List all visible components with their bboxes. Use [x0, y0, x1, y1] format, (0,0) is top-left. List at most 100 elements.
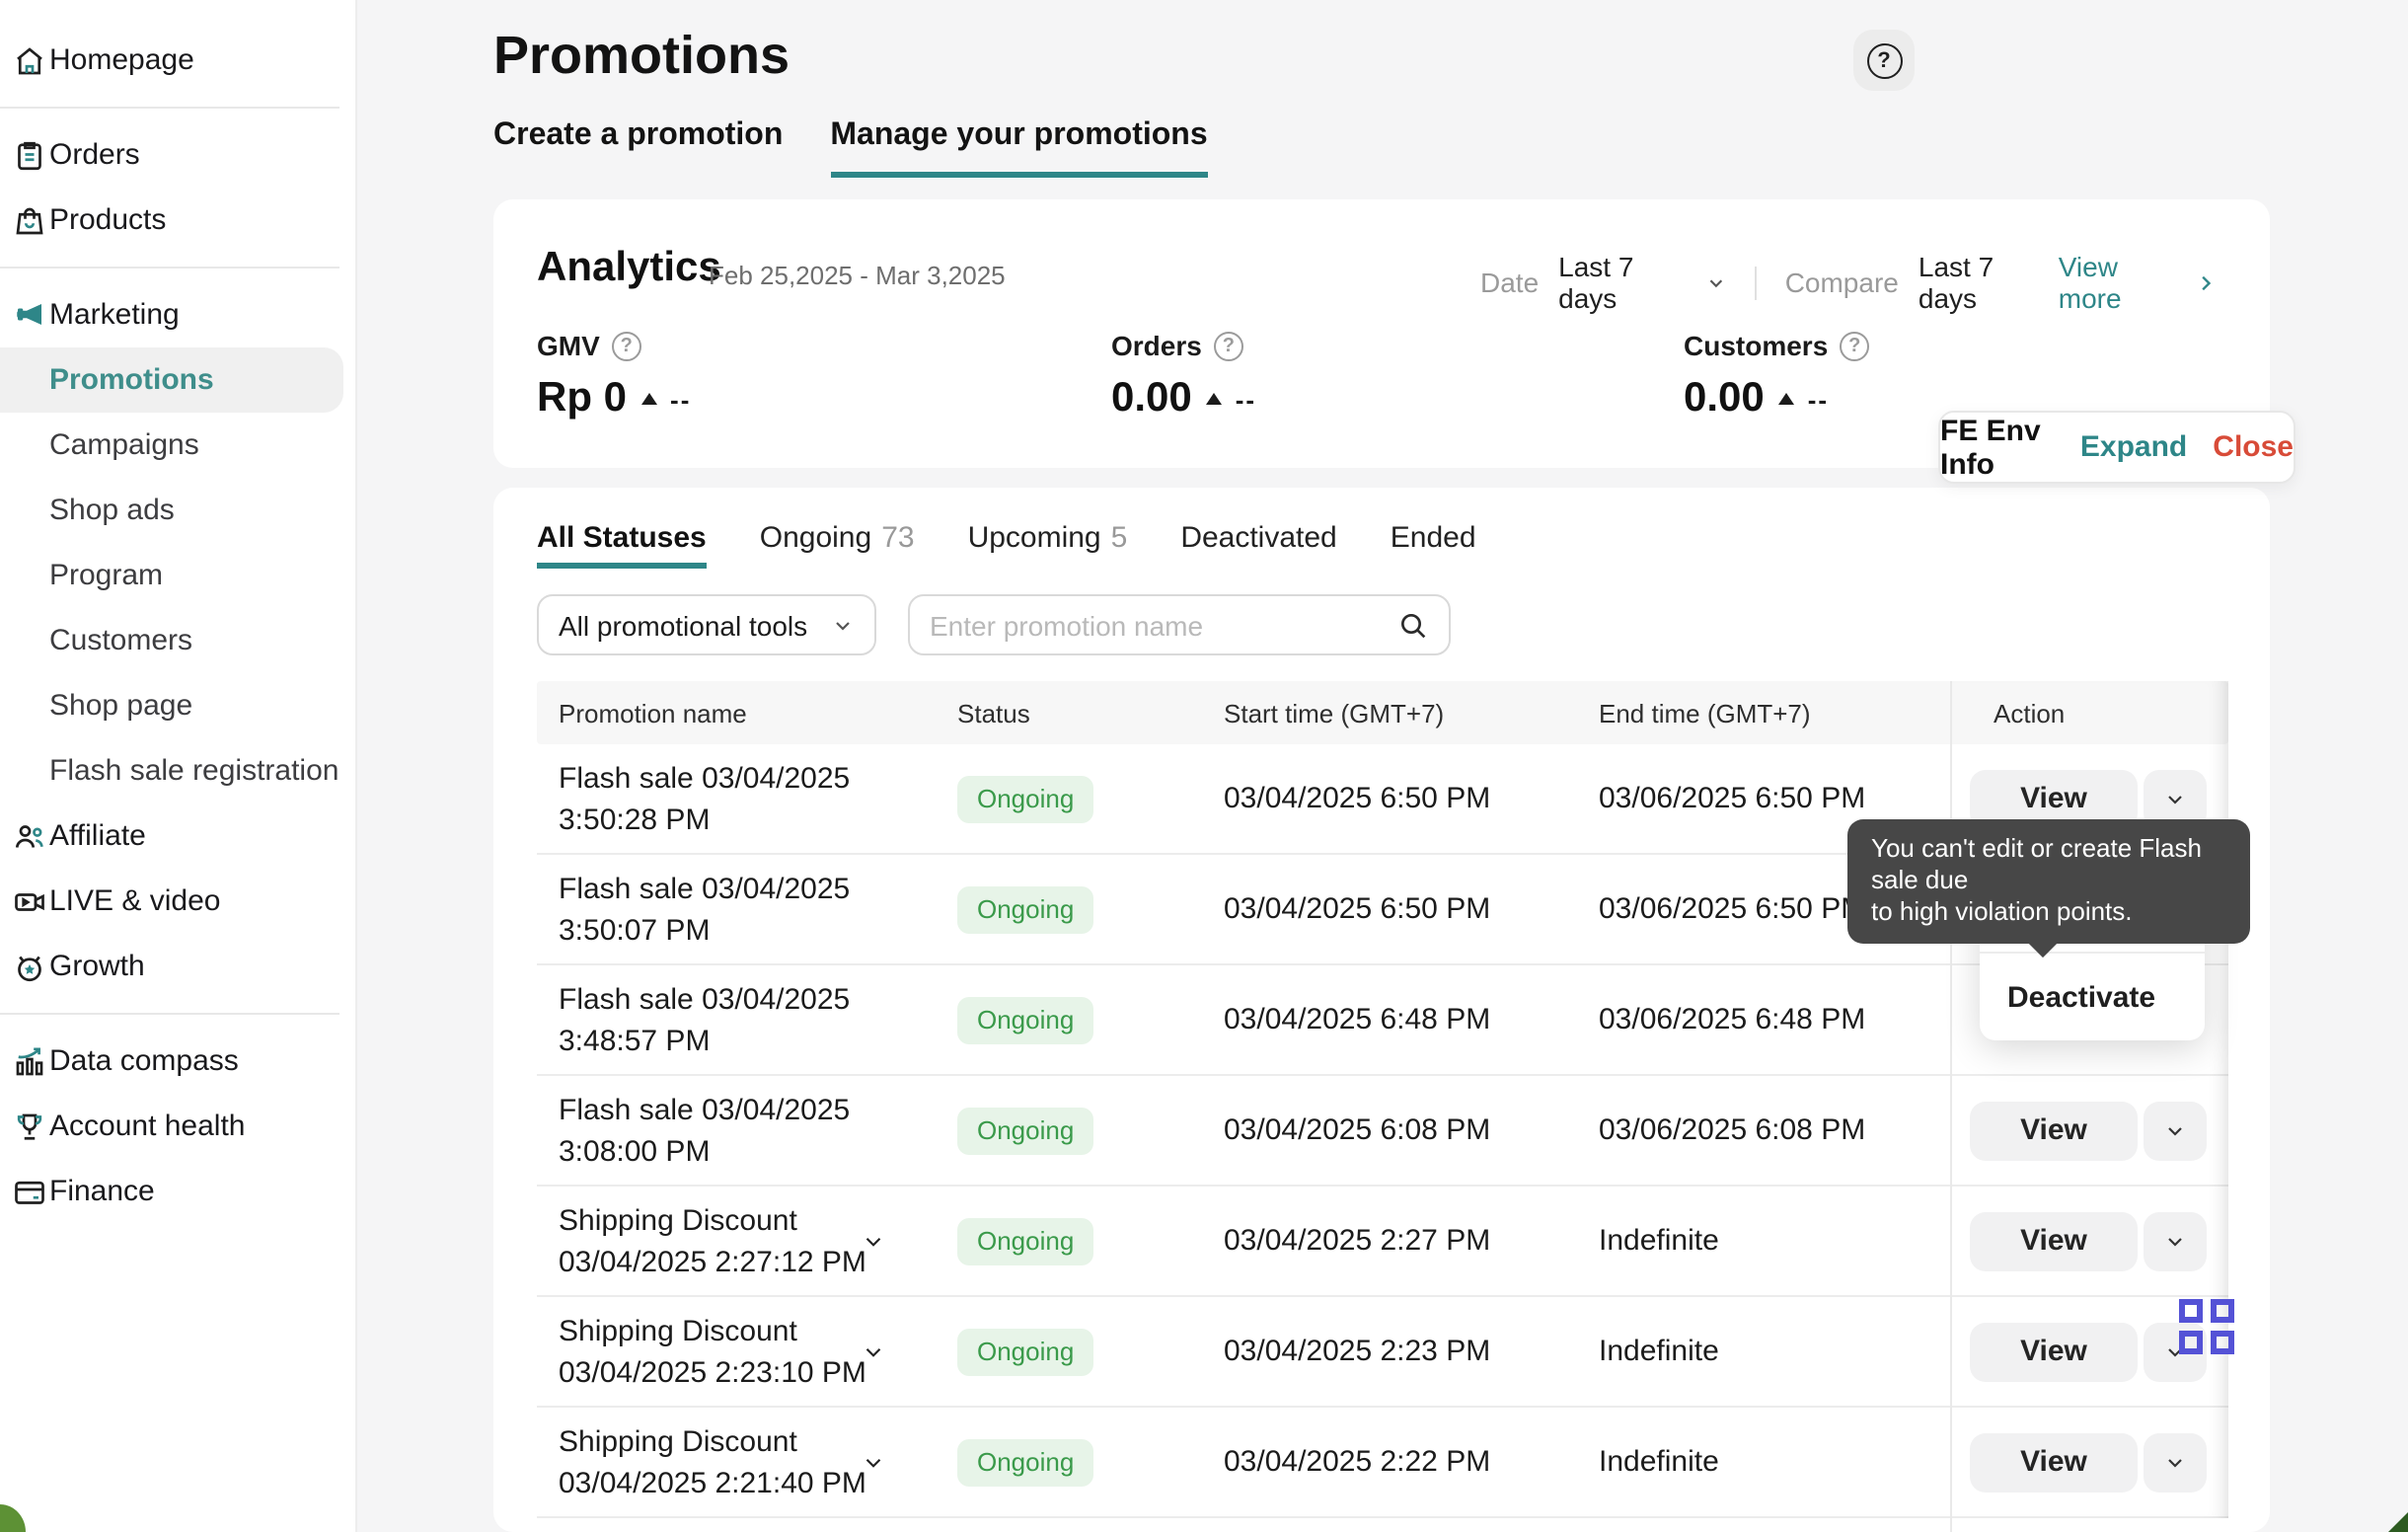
expand-row-chevron-icon[interactable]	[861, 1339, 886, 1364]
date-select[interactable]: Last 7 days	[1558, 251, 1728, 314]
compare-label: Compare	[1784, 267, 1899, 298]
metric-orders: Orders? 0.00 --	[1111, 330, 1257, 421]
menu-item-deactivate[interactable]: Deactivate	[2007, 981, 2156, 1015]
help-button[interactable]: ?	[1853, 30, 1915, 91]
status-badge: Ongoing	[957, 1438, 1094, 1486]
status-badge: Ongoing	[957, 885, 1094, 933]
status-badge: Ongoing	[957, 996, 1094, 1043]
analytics-card: Analytics Feb 25,2025 - Mar 3,2025 Date …	[493, 199, 2270, 468]
table-row: Flash sale 03/04/2025 3:48:57 PM Ongoing …	[537, 965, 2228, 1076]
sidebar-item-growth[interactable]: Growth	[0, 934, 355, 999]
sidebar-item-label: Orders	[49, 138, 140, 172]
view-dropdown-button[interactable]	[2144, 1101, 2207, 1160]
sidebar-item-label: Marketing	[49, 298, 180, 332]
sidebar-item-shop-ads[interactable]: Shop ads	[0, 478, 355, 543]
tab-manage-your-promotions[interactable]: Manage your promotions	[830, 118, 1208, 178]
corner-decoration-right	[2388, 1512, 2408, 1532]
sidebar-item-campaigns[interactable]: Campaigns	[0, 413, 355, 478]
fe-env-close-link[interactable]: Close	[2213, 430, 2294, 464]
promotional-tools-select[interactable]: All promotional tools	[537, 594, 876, 655]
question-circle-icon[interactable]: ?	[1213, 331, 1243, 360]
status-tab-all[interactable]: All Statuses	[537, 521, 707, 569]
view-dropdown-button[interactable]	[2144, 1432, 2207, 1492]
video-camera-icon	[12, 883, 47, 919]
analytics-date-range: Feb 25,2025 - Mar 3,2025	[709, 261, 1006, 290]
sidebar-item-program[interactable]: Program	[0, 543, 355, 608]
sidebar-item-live-video[interactable]: LIVE & video	[0, 869, 355, 934]
view-button[interactable]: View	[1970, 769, 2138, 828]
chevron-down-icon	[2168, 1458, 2182, 1467]
sidebar-item-flash-sale-registration[interactable]: Flash sale registration	[0, 738, 355, 804]
question-circle-icon[interactable]: ?	[611, 331, 641, 360]
sidebar-item-label: Account health	[49, 1110, 246, 1143]
chevron-right-icon	[2202, 274, 2212, 290]
search-input[interactable]	[930, 609, 1397, 641]
sidebar-item-marketing[interactable]: Marketing	[0, 282, 355, 347]
table-header: Promotion name Status Start time (GMT+7)…	[537, 681, 2228, 744]
sidebar-divider	[0, 1013, 339, 1015]
sidebar-item-products[interactable]: Products	[0, 188, 355, 253]
status-tab-upcoming[interactable]: Upcoming 5	[967, 521, 1128, 555]
view-dropdown-button[interactable]	[2144, 769, 2207, 828]
metric-gmv: GMV? Rp 0 --	[537, 330, 692, 421]
expand-row-chevron-icon[interactable]	[861, 1228, 886, 1254]
sidebar-item-promotions[interactable]: Promotions	[0, 347, 343, 413]
status-badge: Ongoing	[957, 775, 1094, 822]
sidebar-item-label: Affiliate	[49, 819, 146, 853]
fe-env-info-bar: FE Env Info Expand Close	[1938, 411, 2295, 484]
sidebar-item-label: LIVE & video	[49, 884, 221, 918]
view-button[interactable]: View	[1970, 1322, 2138, 1381]
sidebar-item-data-compass[interactable]: Data compass	[0, 1029, 355, 1094]
fe-env-title: FE Env Info	[1940, 414, 2041, 481]
table-row: Flash sale 03/04/2025 3:08:00 PM Ongoing …	[537, 1076, 2228, 1187]
trend-up-icon	[640, 393, 657, 405]
table-row: Shipping Discount 03/04/2025 2:21:40 PM O…	[537, 1408, 2228, 1518]
sidebar-item-label: Customers	[49, 624, 193, 657]
sidebar-item-account-health[interactable]: Account health	[0, 1094, 355, 1159]
view-button[interactable]: View	[1970, 1101, 2138, 1160]
trend-up-icon	[1205, 393, 1222, 405]
view-more-link[interactable]: View more	[2059, 251, 2217, 314]
sidebar-divider	[0, 107, 339, 109]
sidebar-item-affiliate[interactable]: Affiliate	[0, 804, 355, 869]
promotion-list-card: All Statuses Ongoing 73 Upcoming 5 Deactiv…	[493, 488, 2270, 1532]
status-filter-tabs: All Statuses Ongoing 73 Upcoming 5 Deactiv…	[537, 521, 1476, 569]
sidebar-item-customers[interactable]: Customers	[0, 608, 355, 673]
products-icon	[12, 202, 47, 238]
trend-up-icon	[1777, 393, 1794, 405]
trophy-icon	[12, 1109, 47, 1144]
sidebar-item-homepage[interactable]: Homepage	[0, 28, 355, 93]
status-tab-deactivated[interactable]: Deactivated	[1180, 521, 1337, 555]
status-tab-ended[interactable]: Ended	[1390, 521, 1476, 555]
divider	[1755, 266, 1758, 299]
page-tabs: Create a promotion Manage your promotion…	[493, 118, 1208, 178]
metric-customers: Customers? 0.00 --	[1684, 330, 1870, 422]
tab-create-a-promotion[interactable]: Create a promotion	[493, 118, 784, 152]
compare-value[interactable]: Last 7 days	[1918, 251, 1994, 314]
home-icon	[12, 42, 47, 78]
view-button[interactable]: View	[1970, 1432, 2138, 1492]
fe-env-expand-link[interactable]: Expand	[2079, 430, 2188, 464]
status-tab-ongoing[interactable]: Ongoing 73	[759, 521, 915, 555]
expand-row-chevron-icon[interactable]	[861, 1449, 886, 1475]
sidebar-item-label: Data compass	[49, 1044, 239, 1078]
chevron-down-icon	[836, 621, 850, 630]
sidebar-item-label: Shop ads	[49, 494, 175, 527]
sidebar-item-orders[interactable]: Orders	[0, 122, 355, 188]
bar-chart-icon	[12, 1043, 47, 1079]
question-circle-icon[interactable]: ?	[1840, 331, 1870, 360]
megaphone-icon	[12, 297, 47, 333]
sidebar-item-finance[interactable]: Finance	[0, 1159, 355, 1224]
sidebar-item-label: Finance	[49, 1175, 155, 1208]
grid-widget-icon[interactable]	[2179, 1299, 2234, 1356]
date-label: Date	[1480, 267, 1540, 298]
table-row: Shipping Discount 03/04/2025 2:23:10 PM O…	[537, 1297, 2228, 1408]
affiliate-icon	[12, 818, 47, 854]
sidebar-item-label: Growth	[49, 950, 145, 983]
status-badge: Ongoing	[957, 1217, 1094, 1264]
view-button[interactable]: View	[1970, 1211, 2138, 1270]
search-icon[interactable]	[1397, 609, 1429, 641]
view-dropdown-button[interactable]	[2144, 1211, 2207, 1270]
sidebar-item-shop-page[interactable]: Shop page	[0, 673, 355, 738]
